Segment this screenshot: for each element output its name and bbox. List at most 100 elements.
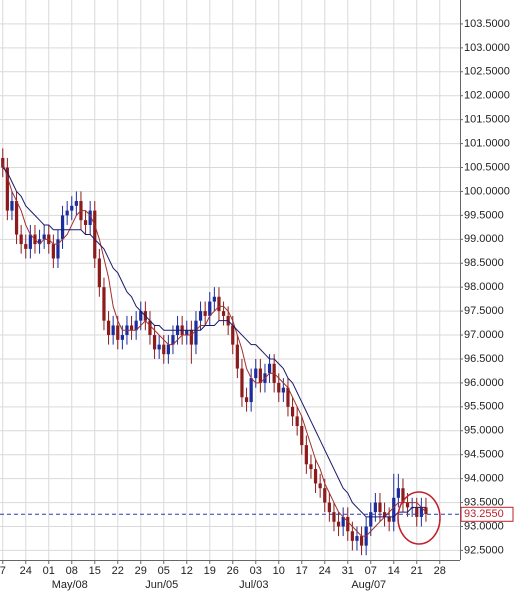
month-label: May/08 [52, 579, 88, 591]
x-tick-label: 10 [273, 565, 285, 577]
candle-body [83, 220, 88, 225]
candle-body [327, 502, 331, 513]
candle-body [346, 516, 350, 532]
y-tick-label: 100.5000 [464, 161, 510, 173]
candle-body [221, 311, 226, 316]
x-tick-label: 07 [365, 565, 377, 577]
candle-body [102, 287, 106, 321]
last-price-label: 93.2550 [464, 508, 504, 520]
candle-body [129, 325, 134, 331]
candle-body [355, 536, 359, 541]
candle-body [51, 244, 55, 259]
candle-body [171, 335, 175, 345]
x-tick-label: 14 [388, 565, 400, 577]
candle-body [415, 507, 419, 517]
candle-body [139, 311, 143, 321]
moving-average [2, 167, 426, 518]
candle-body [24, 244, 28, 249]
y-tick-label: 101.5000 [464, 114, 510, 126]
candle-body [106, 320, 111, 336]
candle-body [203, 311, 207, 316]
candle-body [359, 536, 364, 546]
month-label: Jul/03 [239, 579, 268, 591]
candle-body [231, 325, 235, 345]
candle-body [148, 320, 152, 336]
x-tick-label: 12 [181, 565, 193, 577]
candle-body [42, 234, 46, 240]
candle-body [65, 210, 69, 216]
candle-body [111, 325, 115, 336]
y-tick-label: 92.5000 [464, 544, 504, 556]
candle-body [304, 445, 308, 465]
y-tick-label: 94.0000 [464, 473, 504, 485]
y-tick-label: 102.5000 [464, 66, 510, 78]
candle-body [37, 239, 42, 245]
grid [0, 0, 460, 560]
candle-body [120, 335, 124, 340]
x-tick-label: 26 [227, 565, 239, 577]
candle-body [318, 483, 322, 489]
candle-body [28, 234, 32, 249]
x-tick-label: 17 [296, 565, 308, 577]
candle-body [369, 512, 373, 527]
y-tick-label: 100.0000 [464, 185, 510, 197]
candle-body [10, 201, 14, 211]
x-tick-label: 15 [89, 565, 101, 577]
candle-body [152, 335, 157, 350]
y-tick-label: 96.0000 [464, 377, 504, 389]
candle-body [14, 201, 19, 235]
candle-body [254, 368, 258, 379]
candle-body [212, 296, 216, 302]
candle-body [378, 502, 382, 513]
candle-body [387, 516, 391, 522]
month-label: Aug/07 [351, 579, 386, 591]
x-tick-label: 01 [43, 565, 55, 577]
candle-body [166, 344, 170, 355]
x-tick-label: 22 [112, 565, 124, 577]
candle-body [217, 296, 221, 312]
candle-body [424, 507, 428, 515]
y-tick-label: 95.5000 [464, 401, 504, 413]
candle-body [323, 488, 327, 503]
y-tick-label: 99.5000 [464, 209, 504, 221]
candle-body [157, 344, 161, 350]
candle-body [74, 201, 78, 206]
candle-body [419, 507, 423, 517]
candle-body [185, 330, 189, 336]
candle-body [249, 378, 253, 403]
candle-body [70, 205, 74, 211]
candle-body [162, 344, 166, 355]
candle-body [295, 416, 299, 426]
x-tick-label: 21 [411, 565, 423, 577]
y-tick-label: 101.0000 [464, 137, 510, 149]
candle-body [5, 167, 9, 211]
last-price-box [460, 506, 514, 522]
y-tick-label: 102.0000 [464, 90, 510, 102]
x-tick-label: 31 [342, 565, 354, 577]
candle-body [396, 488, 400, 498]
candle-body [198, 311, 203, 321]
candle-body [290, 406, 295, 417]
candle-body [194, 320, 198, 345]
month-label: Jun/05 [145, 579, 178, 591]
candle-body [286, 387, 290, 407]
x-tick-label: 24 [20, 565, 32, 577]
candle-body [244, 397, 249, 403]
candle-body [392, 497, 396, 522]
y-tick-label: 93.5000 [464, 496, 504, 508]
y-tick-label: 103.5000 [464, 18, 510, 30]
x-tick-label: 7 [0, 565, 6, 577]
candle-body [267, 363, 272, 374]
y-tick-label: 96.5000 [464, 353, 504, 365]
candle-body [309, 464, 313, 470]
x-tick-label: 28 [434, 565, 446, 577]
x-tick-label: 05 [158, 565, 170, 577]
candle-body [88, 210, 92, 225]
y-tick-label: 93.0000 [464, 520, 504, 532]
candle-body [235, 344, 239, 369]
axes: 92.5000 93.0000 93.5000 94.0000 94.5000 95.00… [0, 18, 514, 591]
candle-body [341, 516, 345, 527]
x-tick-label: 19 [204, 565, 216, 577]
candle-body [281, 387, 285, 393]
